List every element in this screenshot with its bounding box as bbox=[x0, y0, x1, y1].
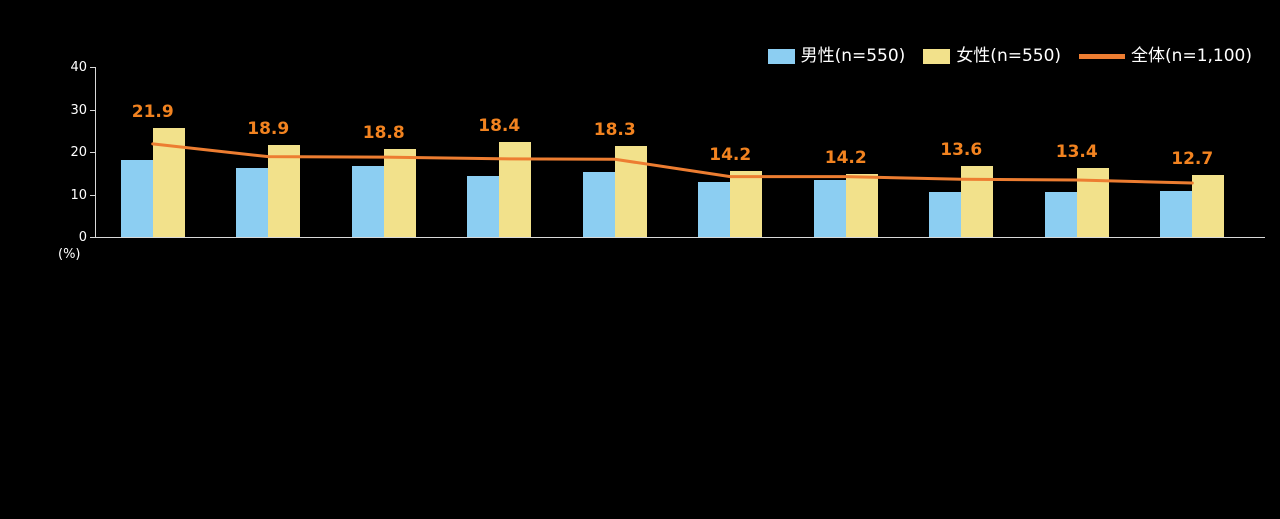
data-label: 18.3 bbox=[593, 120, 636, 141]
bar-female bbox=[614, 146, 647, 237]
bar-male bbox=[698, 182, 731, 237]
bar-female bbox=[383, 148, 416, 237]
data-label: 21.9 bbox=[131, 102, 174, 123]
legend-item: 男性(n=550) bbox=[767, 46, 906, 66]
bar-female bbox=[1076, 168, 1109, 237]
bar-female bbox=[499, 141, 532, 237]
bar-female bbox=[961, 166, 994, 237]
bar-male bbox=[582, 172, 615, 237]
bar-male bbox=[236, 168, 269, 237]
legend-label: 男性(n=550) bbox=[800, 46, 906, 66]
y-axis-tick bbox=[90, 237, 95, 238]
y-axis-tick-label: 20 bbox=[70, 145, 87, 160]
y-axis-tick-label: 30 bbox=[70, 102, 87, 118]
bar-male bbox=[1044, 191, 1077, 237]
y-axis-tick-label: 40 bbox=[70, 60, 87, 75]
bar-male bbox=[120, 159, 153, 237]
legend-label: 女性(n=550) bbox=[956, 46, 1062, 66]
legend-item: 女性(n=550) bbox=[923, 48, 1061, 65]
data-label: 18.8 bbox=[362, 122, 405, 143]
y-axis-tick bbox=[90, 152, 95, 153]
y-axis-tick bbox=[90, 194, 95, 196]
x-axis-line bbox=[95, 237, 1265, 238]
legend-item: 全体(n=1,100) bbox=[1079, 48, 1252, 65]
data-label: 18.9 bbox=[247, 119, 290, 140]
bar-male bbox=[929, 191, 962, 237]
data-label: 13.4 bbox=[1055, 142, 1098, 163]
bar-female bbox=[152, 128, 185, 237]
legend-box-swatch bbox=[767, 49, 795, 64]
bar-male bbox=[467, 175, 500, 237]
overall-line bbox=[151, 142, 1194, 185]
bar-male bbox=[351, 165, 384, 237]
bar-female bbox=[845, 173, 878, 237]
data-label: 14.2 bbox=[709, 145, 752, 166]
data-label: 13.6 bbox=[940, 140, 983, 161]
y-axis-unit-label: (%) bbox=[58, 247, 81, 262]
bar-female bbox=[1192, 174, 1225, 237]
bar-male bbox=[813, 179, 846, 237]
bar-male bbox=[1160, 191, 1193, 237]
y-axis-tick bbox=[90, 109, 95, 111]
bar-female bbox=[268, 145, 301, 237]
legend-label: 全体(n=1,100) bbox=[1131, 46, 1252, 66]
y-axis-tick-label: 10 bbox=[70, 187, 87, 203]
data-label: 12.7 bbox=[1171, 148, 1214, 169]
y-axis-tick-label: 0 bbox=[78, 230, 87, 245]
bar-female bbox=[730, 171, 763, 237]
legend-line-swatch bbox=[1079, 54, 1126, 59]
y-axis-tick bbox=[90, 67, 95, 68]
data-label: 14.2 bbox=[824, 147, 867, 168]
data-label: 18.4 bbox=[478, 115, 521, 136]
chart-legend: 男性(n=550) 女性(n=550) 全体(n=1,100) bbox=[767, 46, 1252, 66]
y-axis-line bbox=[95, 67, 96, 237]
legend-box-swatch bbox=[923, 49, 951, 64]
